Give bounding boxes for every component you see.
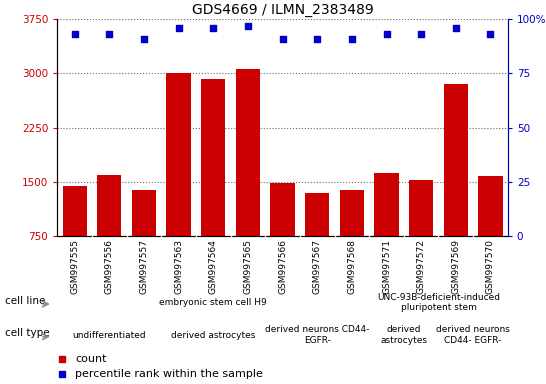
Point: [140, 36, 149, 42]
Point: [278, 36, 287, 42]
Text: percentile rank within the sample: percentile rank within the sample: [75, 369, 263, 379]
Point: [209, 25, 218, 31]
Text: derived neurons
CD44- EGFR-: derived neurons CD44- EGFR-: [436, 325, 510, 345]
Text: GSM997570: GSM997570: [486, 239, 495, 294]
Text: GSM997572: GSM997572: [417, 239, 426, 293]
Point: [105, 31, 114, 38]
Text: cell type: cell type: [4, 328, 49, 338]
Text: derived astrocytes: derived astrocytes: [171, 331, 256, 339]
Text: cell line: cell line: [4, 296, 45, 306]
Text: GSM997569: GSM997569: [452, 239, 460, 294]
Text: GSM997563: GSM997563: [174, 239, 183, 294]
Text: GSM997567: GSM997567: [313, 239, 322, 294]
Bar: [478, 176, 502, 290]
Text: undifferentiated: undifferentiated: [73, 331, 146, 339]
Point: [347, 36, 356, 42]
Text: count: count: [75, 354, 107, 364]
Bar: [444, 84, 468, 290]
Point: [313, 36, 322, 42]
Bar: [340, 190, 364, 290]
Text: GSM997557: GSM997557: [139, 239, 149, 294]
Bar: [305, 194, 329, 290]
Bar: [167, 73, 191, 290]
Text: derived
astrocytes: derived astrocytes: [381, 325, 428, 345]
Bar: [97, 175, 121, 290]
Point: [70, 31, 79, 38]
Bar: [201, 78, 225, 290]
Text: GSM997566: GSM997566: [278, 239, 287, 294]
Text: GSM997555: GSM997555: [70, 239, 79, 294]
Bar: [409, 180, 434, 290]
Text: embryonic stem cell H9: embryonic stem cell H9: [159, 298, 267, 307]
Point: [382, 31, 391, 38]
Text: UNC-93B-deficient-induced
pluripotent stem: UNC-93B-deficient-induced pluripotent st…: [377, 293, 500, 312]
Point: [486, 31, 495, 38]
Bar: [63, 185, 87, 290]
Text: GSM997564: GSM997564: [209, 239, 218, 293]
Text: GSM997556: GSM997556: [105, 239, 114, 294]
Bar: [132, 190, 156, 290]
Point: [417, 31, 425, 38]
Text: GSM997565: GSM997565: [244, 239, 252, 294]
Text: derived neurons CD44-
EGFR-: derived neurons CD44- EGFR-: [265, 325, 370, 345]
Bar: [270, 183, 295, 290]
Bar: [236, 69, 260, 290]
Text: GSM997571: GSM997571: [382, 239, 391, 294]
Point: [244, 23, 252, 29]
Text: GSM997568: GSM997568: [347, 239, 357, 294]
Title: GDS4669 / ILMN_2383489: GDS4669 / ILMN_2383489: [192, 3, 373, 17]
Point: [452, 25, 460, 31]
Bar: [375, 172, 399, 290]
Point: [174, 25, 183, 31]
